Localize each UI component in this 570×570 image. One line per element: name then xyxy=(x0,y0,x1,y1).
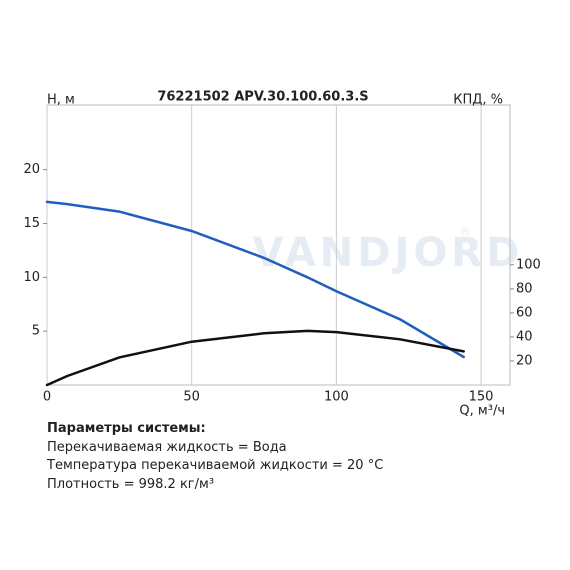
y-tick-label: 5 xyxy=(32,324,40,339)
y-tick-label: 15 xyxy=(23,216,40,231)
chart-title: 76221502 APV.30.100.60.3.S xyxy=(157,90,368,105)
x-axis-label: Q, м³/ч xyxy=(459,404,505,419)
y-axis-label: H, м xyxy=(47,93,75,108)
notes-line: Температура перекачиваемой жидкости = 20… xyxy=(47,458,384,473)
x-tick-label: 0 xyxy=(43,390,51,405)
y2-tick-label: 20 xyxy=(516,353,533,368)
y2-tick-label: 100 xyxy=(516,257,541,272)
y2-tick-label: 80 xyxy=(516,281,533,296)
notes-heading: Параметры системы: xyxy=(47,421,206,436)
y2-tick-label: 40 xyxy=(516,329,533,344)
series-line xyxy=(45,329,465,387)
notes-line: Плотность = 998.2 кг/м³ xyxy=(47,476,215,492)
watermark: VANDJORD xyxy=(253,230,524,276)
watermark-mark: ® xyxy=(459,225,471,239)
y-tick-label: 10 xyxy=(23,270,40,285)
series-line xyxy=(45,200,465,359)
x-tick-label: 100 xyxy=(324,390,349,405)
y2-axis-label: КПД, % xyxy=(453,93,503,108)
notes-line: Перекачиваемая жидкость = Вода xyxy=(47,439,287,455)
x-tick-label: 50 xyxy=(183,390,200,405)
x-tick-label: 150 xyxy=(469,390,494,405)
notes: Параметры системы: Перекачиваемая жидкос… xyxy=(47,420,383,494)
y-tick-label: 20 xyxy=(23,162,40,177)
y2-tick-label: 60 xyxy=(516,305,533,320)
